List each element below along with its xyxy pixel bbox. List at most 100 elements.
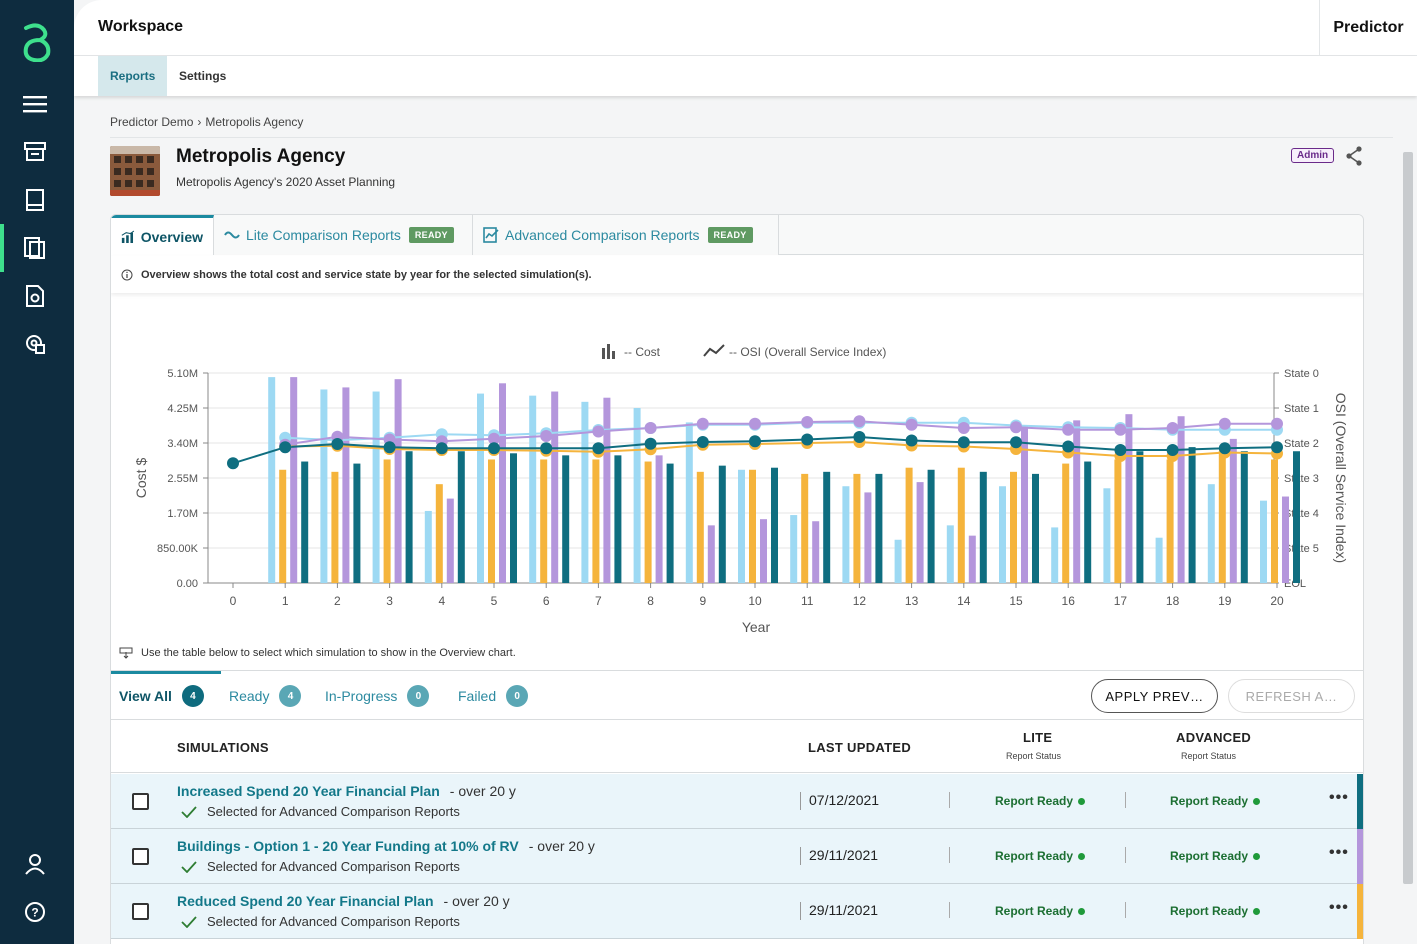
x-tick-label: 7 xyxy=(595,594,602,608)
osi-point xyxy=(592,442,605,455)
tab-lite-label: Lite Comparison Reports xyxy=(246,227,401,243)
cost-bar xyxy=(603,397,611,583)
cost-bar xyxy=(1271,459,1278,583)
osi-point xyxy=(540,430,553,442)
advanced-report-status: Report Ready xyxy=(1170,847,1261,865)
cell-divider xyxy=(949,847,950,863)
osi-point xyxy=(1218,417,1231,430)
book-icon[interactable] xyxy=(20,185,50,215)
chart-svg: -- Cost -- OSI (Overall Service Index) 0.0… xyxy=(133,344,1349,635)
tab-lite-comparison[interactable]: Lite Comparison Reports READY xyxy=(214,215,473,255)
series-color-bar xyxy=(1357,829,1363,884)
legend-bar-icon xyxy=(602,348,605,359)
y-tick-label: 1.70M xyxy=(167,508,198,520)
document-search-icon[interactable] xyxy=(20,281,50,311)
osi-point xyxy=(1062,440,1075,453)
cost-bar xyxy=(592,459,600,583)
more-options-icon[interactable]: ••• xyxy=(1329,899,1349,916)
help-icon[interactable]: ? xyxy=(20,897,50,927)
row-checkbox[interactable] xyxy=(132,848,149,865)
x-tick-label: 18 xyxy=(1166,594,1180,608)
simulation-link[interactable]: Buildings - Option 1 - 20 Year Funding a… xyxy=(177,838,595,854)
col-last-updated[interactable]: LAST UPDATED xyxy=(808,740,912,755)
user-icon[interactable] xyxy=(20,849,50,879)
check-icon xyxy=(181,805,197,818)
breadcrumb-root[interactable]: Predictor Demo xyxy=(110,115,194,129)
more-options-icon[interactable]: ••• xyxy=(1329,844,1349,861)
cost-bar xyxy=(1062,463,1070,583)
osi-point xyxy=(957,436,970,449)
cost-bar xyxy=(633,408,641,583)
simulation-link[interactable]: Reduced Spend 20 Year Financial Plan - ov… xyxy=(177,893,510,909)
selection-status: Selected for Advanced Comparison Reports xyxy=(181,914,460,929)
advanced-status-text: Report Ready xyxy=(1170,849,1249,863)
row-checkbox[interactable] xyxy=(132,903,149,920)
settings-gear-icon[interactable] xyxy=(20,329,50,359)
row-checkbox[interactable] xyxy=(132,793,149,810)
y-tick-label: 5.10M xyxy=(167,368,198,380)
cost-bar xyxy=(801,473,809,583)
cell-divider xyxy=(1125,792,1126,808)
filter-in-progress-label: In-Progress xyxy=(325,688,398,704)
cost-bar xyxy=(979,471,987,583)
y-tick-label: 3.40M xyxy=(167,438,198,450)
osi-point xyxy=(279,441,292,454)
status-dot xyxy=(1253,797,1261,805)
role-badge: Admin xyxy=(1291,148,1335,163)
overview-info: Overview shows the total cost and servic… xyxy=(111,256,1363,293)
refresh-all-button[interactable]: REFRESH A… xyxy=(1228,679,1355,713)
cell-divider xyxy=(1125,902,1126,918)
tab-advanced-comparison[interactable]: Advanced Comparison Reports READY xyxy=(473,215,779,255)
breadcrumb: Predictor Demo › Metropolis Agency xyxy=(110,115,303,129)
osi-point xyxy=(957,421,970,434)
cost-bar xyxy=(771,467,778,583)
cost-bar xyxy=(685,422,693,583)
app-logo-icon[interactable] xyxy=(18,22,56,62)
table-row[interactable]: Reduced Spend 20 Year Financial Plan - ov… xyxy=(111,884,1363,939)
osi-point xyxy=(227,457,239,470)
col-simulations[interactable]: SIMULATIONS xyxy=(177,740,269,755)
tab-settings[interactable]: Settings xyxy=(179,69,227,83)
osi-point xyxy=(592,425,605,438)
share-icon[interactable] xyxy=(1345,146,1363,166)
cost-bar xyxy=(1207,484,1215,583)
filter-ready[interactable]: Ready 4 xyxy=(229,685,302,707)
reports-icon[interactable] xyxy=(20,233,50,263)
scrollbar[interactable] xyxy=(1403,152,1413,884)
filter-in-progress[interactable]: In-Progress 0 xyxy=(325,685,430,707)
cost-bar xyxy=(279,469,287,583)
y-axis-label: Cost $ xyxy=(133,458,149,499)
breadcrumb-current: Metropolis Agency xyxy=(205,115,304,129)
table-row[interactable]: Increased Spend 20 Year Financial Plan - … xyxy=(111,774,1363,829)
cost-bar xyxy=(655,455,663,583)
cost-bar xyxy=(353,463,361,583)
cost-bar xyxy=(916,482,924,583)
inventory-icon[interactable] xyxy=(20,137,50,167)
cost-bar xyxy=(812,521,820,583)
simulation-link[interactable]: Increased Spend 20 Year Financial Plan - … xyxy=(177,783,516,799)
cost-bar xyxy=(488,459,495,583)
osi-point xyxy=(696,435,709,448)
table-row[interactable]: Buildings - Option 1 - 20 Year Funding a… xyxy=(111,829,1363,884)
cost-bar xyxy=(1032,473,1039,583)
osi-point xyxy=(488,442,500,455)
tab-reports[interactable]: Reports xyxy=(98,56,168,96)
x-tick-label: 11 xyxy=(801,594,814,608)
apply-preview-button[interactable]: APPLY PREV… xyxy=(1091,679,1218,713)
lite-report-status: Report Ready xyxy=(995,902,1086,920)
cost-bar xyxy=(1229,438,1237,583)
last-updated: 29/11/2021 xyxy=(800,847,878,865)
info-icon xyxy=(121,269,133,280)
bar-chart-icon xyxy=(121,230,135,243)
cost-bar xyxy=(372,391,380,583)
filter-failed[interactable]: Failed 0 xyxy=(458,685,529,707)
filter-view-all[interactable]: View All 4 xyxy=(119,685,204,707)
more-options-icon[interactable]: ••• xyxy=(1329,789,1349,806)
cost-bar xyxy=(510,453,517,583)
menu-icon[interactable] xyxy=(20,89,50,119)
osi-point xyxy=(1114,423,1127,436)
col-advanced: ADVANCED xyxy=(1176,730,1252,745)
y-tick-label: 4.25M xyxy=(167,403,198,415)
tab-overview[interactable]: Overview xyxy=(111,215,214,255)
status-dot xyxy=(1078,797,1086,805)
